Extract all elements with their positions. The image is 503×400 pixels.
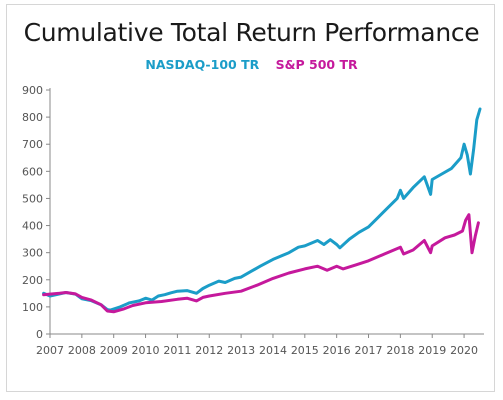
chart-frame [6, 4, 495, 392]
y-tick-label: 700 [22, 138, 43, 151]
x-tick-label: 2017 [355, 344, 383, 357]
series-layer [42, 107, 482, 314]
x-tick-label: 2010 [132, 344, 160, 357]
y-tick-label: 200 [22, 274, 43, 287]
x-axis-ticks: 2007 2008 2009 2010 2011 2012 2013 2014 2015 2016… [36, 334, 478, 357]
x-tick-label: 2020 [450, 344, 478, 357]
y-axis-ticks: 0 100 200 300 400 500 600 700 800 900 [22, 84, 50, 341]
x-tick-label: 2016 [323, 344, 351, 357]
y-tick-label: 500 [22, 192, 43, 205]
legend-entry-sp500: S&P 500 TR [275, 57, 358, 72]
y-tick-label: 900 [22, 84, 43, 97]
legend: NASDAQ-100 TR S&P 500 TR [0, 57, 503, 72]
x-tick-label: 2007 [36, 344, 64, 357]
x-tick-label: 2019 [418, 344, 446, 357]
x-tick-label: 2012 [195, 344, 223, 357]
x-tick-label: 2013 [227, 344, 255, 357]
chart-axes [49, 88, 484, 335]
x-tick-label: 2011 [163, 344, 191, 357]
series-line-sp500-tr [42, 213, 480, 314]
y-tick-label: 100 [22, 301, 43, 314]
x-tick-label: 2008 [68, 344, 96, 357]
x-tick-label: 2009 [100, 344, 128, 357]
chart-title: Cumulative Total Return Performance [23, 18, 480, 47]
legend-entry-nasdaq: NASDAQ-100 TR [145, 57, 260, 72]
y-tick-label: 400 [22, 220, 43, 233]
y-tick-label: 800 [22, 111, 43, 124]
x-tick-label: 2018 [386, 344, 414, 357]
x-tick-label: 2015 [291, 344, 319, 357]
y-tick-label: 0 [36, 328, 43, 341]
x-tick-label: 2014 [259, 344, 287, 357]
y-tick-label: 300 [22, 247, 43, 260]
y-tick-label: 600 [22, 165, 43, 178]
series-line-nasdaq-100-tr [42, 107, 482, 312]
